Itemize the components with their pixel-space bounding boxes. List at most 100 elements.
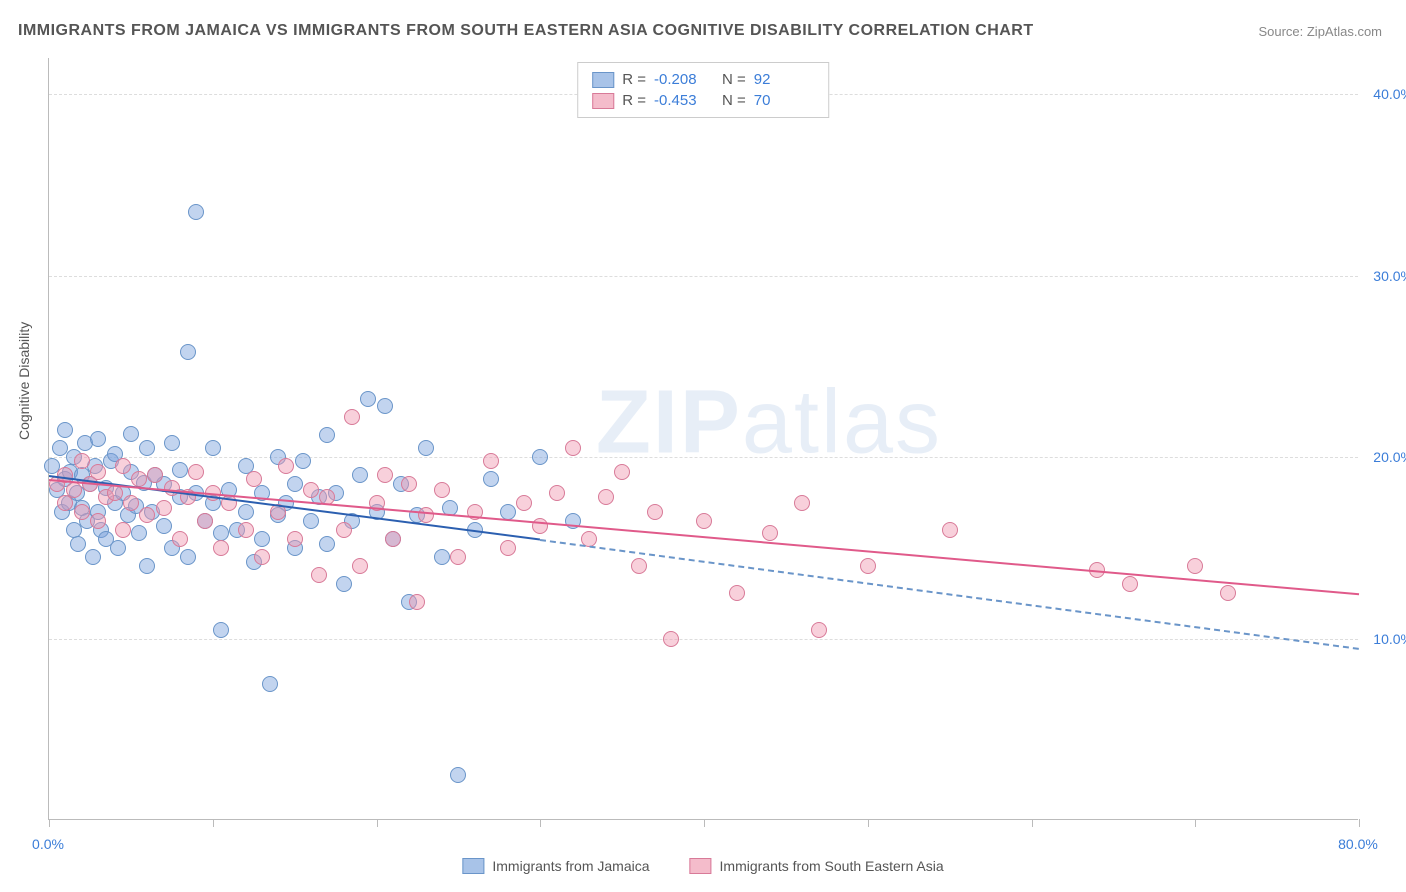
n-label: N =: [722, 92, 746, 109]
scatter-point: [483, 471, 499, 487]
chart-title: IMMIGRANTS FROM JAMAICA VS IMMIGRANTS FR…: [18, 22, 1034, 40]
correlation-chart: IMMIGRANTS FROM JAMAICA VS IMMIGRANTS FR…: [0, 0, 1406, 892]
scatter-point: [295, 453, 311, 469]
y-tick-label: 10.0%: [1363, 631, 1406, 647]
x-tick: [377, 819, 378, 827]
scatter-point: [385, 531, 401, 547]
y-tick-label: 20.0%: [1363, 449, 1406, 465]
scatter-point: [352, 558, 368, 574]
scatter-point: [262, 676, 278, 692]
scatter-point: [205, 440, 221, 456]
scatter-point: [66, 482, 82, 498]
legend-swatch: [690, 858, 712, 874]
scatter-point: [434, 549, 450, 565]
scatter-point: [647, 504, 663, 520]
scatter-point: [164, 435, 180, 451]
scatter-point: [303, 482, 319, 498]
scatter-point: [409, 594, 425, 610]
scatter-point: [418, 440, 434, 456]
x-tick: [1032, 819, 1033, 827]
scatter-point: [311, 567, 327, 583]
scatter-point: [631, 558, 647, 574]
watermark: ZIPatlas: [596, 372, 942, 475]
scatter-point: [434, 482, 450, 498]
scatter-point: [401, 476, 417, 492]
scatter-point: [123, 495, 139, 511]
scatter-point: [360, 391, 376, 407]
x-tick: [49, 819, 50, 827]
r-label: R =: [622, 92, 646, 109]
legend-swatch: [592, 93, 614, 109]
scatter-point: [115, 458, 131, 474]
scatter-point: [197, 513, 213, 529]
scatter-point: [188, 464, 204, 480]
scatter-point: [811, 622, 827, 638]
scatter-point: [115, 522, 131, 538]
y-tick-label: 40.0%: [1363, 86, 1406, 102]
scatter-point: [565, 440, 581, 456]
scatter-point: [418, 507, 434, 523]
scatter-point: [336, 522, 352, 538]
n-label: N =: [722, 71, 746, 88]
scatter-point: [188, 204, 204, 220]
scatter-point: [74, 453, 90, 469]
scatter-point: [303, 513, 319, 529]
legend-series-label: Immigrants from Jamaica: [492, 858, 649, 874]
scatter-point: [1187, 558, 1203, 574]
legend-series-item: Immigrants from Jamaica: [462, 858, 649, 874]
scatter-point: [319, 536, 335, 552]
gridline: [49, 276, 1358, 277]
x-tick: [1195, 819, 1196, 827]
gridline: [49, 639, 1358, 640]
scatter-point: [213, 540, 229, 556]
scatter-point: [74, 504, 90, 520]
scatter-point: [90, 513, 106, 529]
source-attribution: Source: ZipAtlas.com: [1258, 24, 1382, 39]
legend-series: Immigrants from Jamaica Immigrants from S…: [462, 858, 943, 874]
scatter-point: [172, 531, 188, 547]
scatter-point: [238, 504, 254, 520]
scatter-point: [147, 467, 163, 483]
legend-series-item: Immigrants from South Eastern Asia: [690, 858, 944, 874]
scatter-point: [139, 558, 155, 574]
scatter-point: [287, 531, 303, 547]
scatter-point: [762, 525, 778, 541]
scatter-point: [1122, 576, 1138, 592]
legend-swatch: [462, 858, 484, 874]
scatter-point: [123, 426, 139, 442]
scatter-point: [107, 485, 123, 501]
x-tick: [1359, 819, 1360, 827]
scatter-point: [500, 504, 516, 520]
scatter-point: [70, 536, 86, 552]
scatter-point: [1220, 585, 1236, 601]
scatter-point: [549, 485, 565, 501]
legend-correlation-stats: R =-0.208N =92R =-0.453N =70: [577, 62, 829, 118]
scatter-point: [663, 631, 679, 647]
r-label: R =: [622, 71, 646, 88]
scatter-point: [483, 453, 499, 469]
scatter-point: [90, 431, 106, 447]
scatter-point: [794, 495, 810, 511]
scatter-point: [614, 464, 630, 480]
x-tick-label: 80.0%: [1338, 836, 1378, 852]
legend-stat-row: R =-0.208N =92: [592, 69, 814, 90]
n-value: 92: [754, 71, 814, 88]
scatter-point: [172, 462, 188, 478]
scatter-point: [942, 522, 958, 538]
scatter-point: [85, 549, 101, 565]
x-tick: [704, 819, 705, 827]
scatter-point: [254, 531, 270, 547]
x-tick: [213, 819, 214, 827]
scatter-point: [139, 440, 155, 456]
scatter-point: [450, 767, 466, 783]
scatter-point: [729, 585, 745, 601]
plot-area: ZIPatlas 10.0%20.0%30.0%40.0%: [48, 58, 1358, 820]
legend-series-label: Immigrants from South Eastern Asia: [720, 858, 944, 874]
n-value: 70: [754, 92, 814, 109]
scatter-point: [532, 449, 548, 465]
scatter-point: [500, 540, 516, 556]
legend-stat-row: R =-0.453N =70: [592, 90, 814, 111]
legend-swatch: [592, 72, 614, 88]
scatter-point: [57, 422, 73, 438]
scatter-point: [696, 513, 712, 529]
